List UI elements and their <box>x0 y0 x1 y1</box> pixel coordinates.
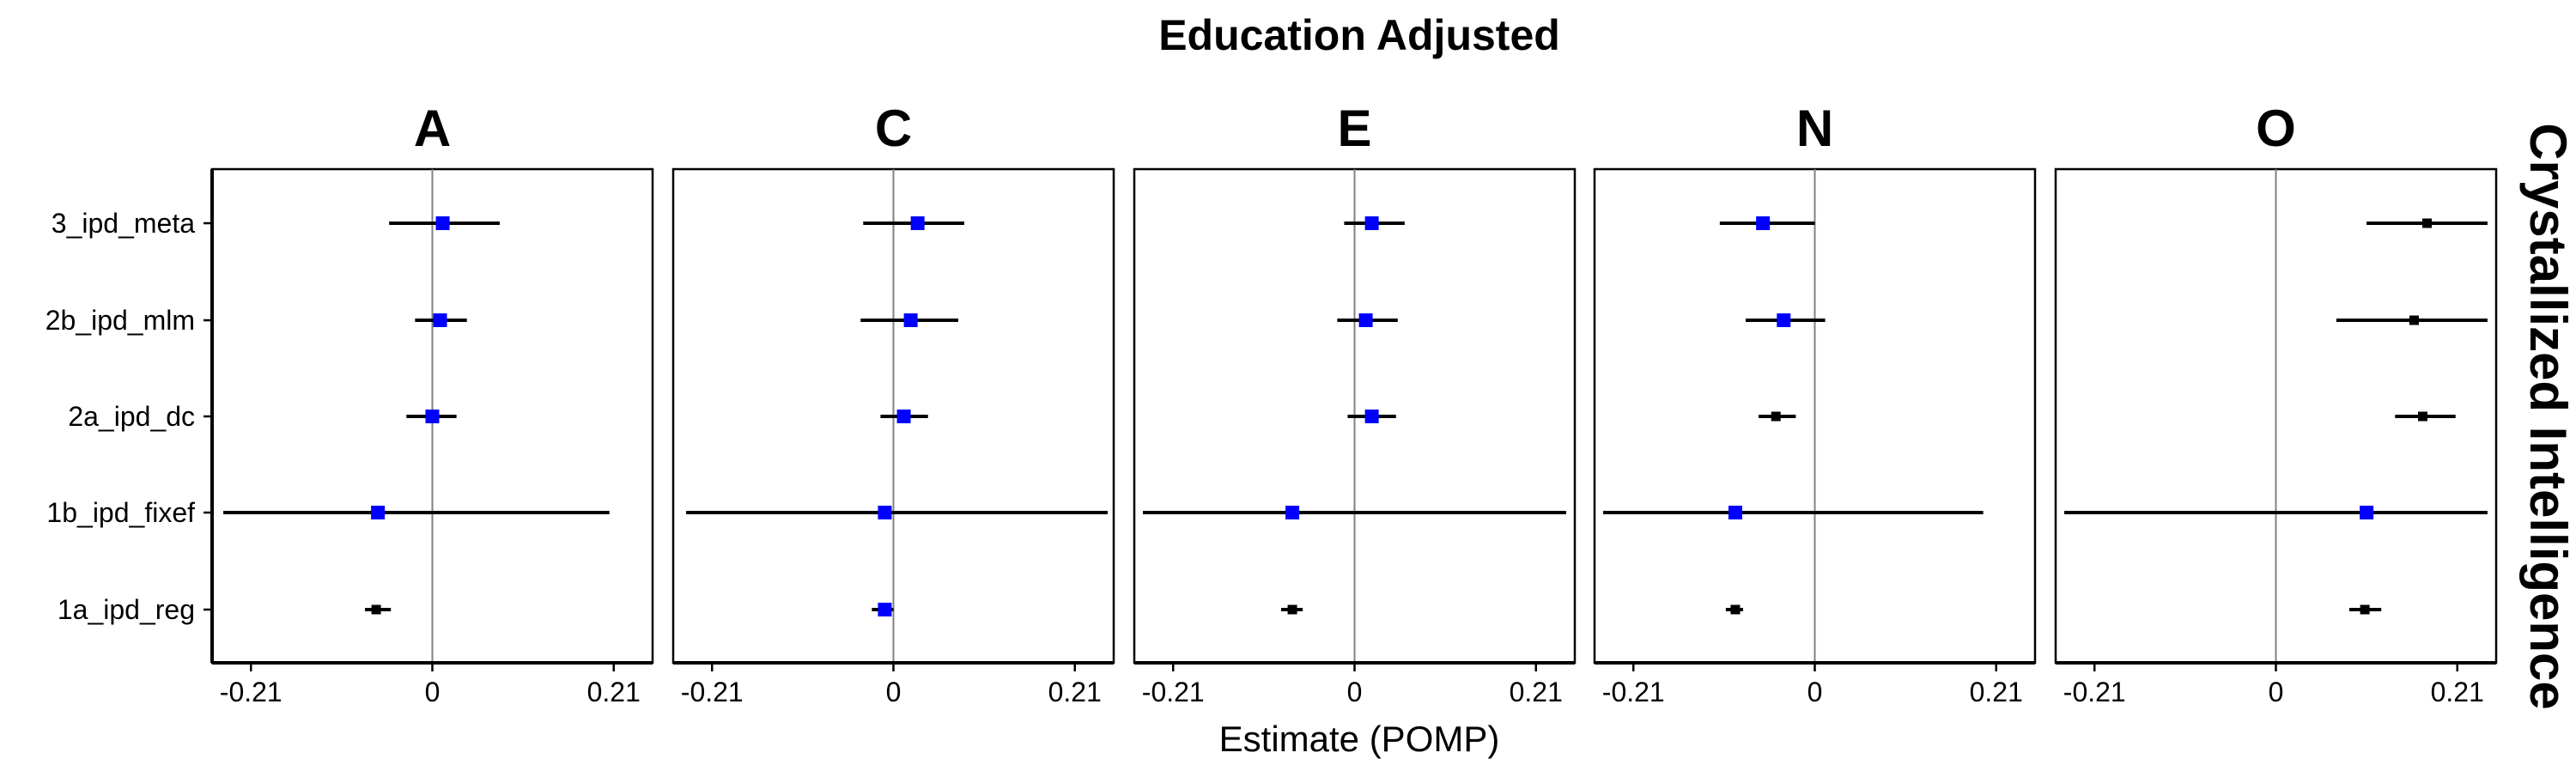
y-axis-labels: 3_ipd_meta 2b_ipd_mlm 2a_ipd_dc 1b_ipd_fixe… <box>46 169 214 663</box>
point-estimate-3-ipd-meta <box>910 216 925 230</box>
panel-o: O -0.21 0 0.21 <box>2054 100 2498 707</box>
x-tick-label: 0.21 <box>1510 677 1563 707</box>
x-tick-label: 0 <box>1807 677 1823 707</box>
point-estimate-1a-ipd-reg <box>1287 604 1297 615</box>
panel-e: E -0.21 0 0.21 <box>1133 100 1577 707</box>
point-estimate-1b-ipd-fixef <box>371 506 386 519</box>
chart-title: Education Adjusted <box>1158 11 1560 59</box>
facet-label-e: E <box>1337 100 1371 157</box>
point-estimate-1b-ipd-fixef <box>878 506 892 519</box>
panel-n: N -0.21 0 0.21 <box>1593 100 2037 707</box>
point-estimate-1b-ipd-fixef <box>1285 506 1300 519</box>
x-tick-label: -0.21 <box>220 677 283 707</box>
point-estimate-2b-ipd-mlm <box>903 313 918 327</box>
point-estimate-3-ipd-meta <box>1756 216 1771 230</box>
point-estimate-2a-ipd-dc <box>1364 410 1379 423</box>
y-tick-label-1a-ipd-reg: 1a_ipd_reg <box>58 594 195 625</box>
x-tick-label: -0.21 <box>1602 677 1665 707</box>
y-tick-label-3-ipd-meta: 3_ipd_meta <box>52 208 195 239</box>
point-estimate-2a-ipd-dc <box>425 410 440 423</box>
x-tick-label: -0.21 <box>1142 677 1205 707</box>
point-estimate-2b-ipd-mlm <box>433 313 447 327</box>
point-estimate-2b-ipd-mlm <box>2409 315 2419 325</box>
point-estimate-2a-ipd-dc <box>2418 411 2427 422</box>
point-estimate-3-ipd-meta <box>1364 216 1379 230</box>
point-estimate-1b-ipd-fixef <box>2360 506 2374 519</box>
y-tick-label-2a-ipd-dc: 2a_ipd_dc <box>68 401 195 432</box>
point-estimate-1a-ipd-reg <box>2360 604 2370 615</box>
facet-label-n: N <box>1796 100 1833 157</box>
right-strip: Crystallized Intelligence <box>2519 123 2576 710</box>
point-estimate-1a-ipd-reg <box>371 604 381 615</box>
point-estimate-2b-ipd-mlm <box>1358 313 1373 327</box>
x-tick-label: 0 <box>886 677 902 707</box>
facet-label-c: C <box>875 100 912 157</box>
x-tick-label: 0.21 <box>1048 677 1102 707</box>
x-tick-label: 0 <box>1347 677 1363 707</box>
y-tick-label-1b-ipd-fixef: 1b_ipd_fixef <box>46 497 195 528</box>
y-tick-label-2b-ipd-mlm: 2b_ipd_mlm <box>46 305 195 336</box>
right-strip-label: Crystallized Intelligence <box>2519 123 2576 710</box>
x-tick-label: 0.21 <box>2431 677 2484 707</box>
point-estimate-3-ipd-meta <box>2422 218 2433 228</box>
point-estimate-3-ipd-meta <box>435 216 450 230</box>
facet-label-o: O <box>2256 100 2296 157</box>
point-estimate-2a-ipd-dc <box>896 410 911 423</box>
panel-c: C -0.21 0 0.21 <box>671 100 1115 707</box>
panel-a: A -0.21 0 0.21 <box>210 100 654 707</box>
x-tick-label: 0.21 <box>587 677 641 707</box>
point-estimate-1a-ipd-reg <box>1730 604 1741 615</box>
facet-label-a: A <box>414 100 451 157</box>
x-tick-label: -0.21 <box>681 677 744 707</box>
x-tick-label: -0.21 <box>2063 677 2126 707</box>
point-estimate-1a-ipd-reg <box>878 603 892 616</box>
point-estimate-2b-ipd-mlm <box>1777 313 1791 327</box>
panels-layer: A -0.21 0 0.21 C -0.21 0 0.21 E -0.21 0 0.21 N -0.21 0… <box>210 100 2498 707</box>
x-tick-label: 0 <box>2269 677 2284 707</box>
x-tick-label: 0 <box>425 677 440 707</box>
point-estimate-1b-ipd-fixef <box>1728 506 1742 519</box>
point-estimate-2a-ipd-dc <box>1771 411 1781 422</box>
x-axis-title: Estimate (POMP) <box>1219 719 1500 759</box>
x-tick-label: 0.21 <box>1970 677 2023 707</box>
